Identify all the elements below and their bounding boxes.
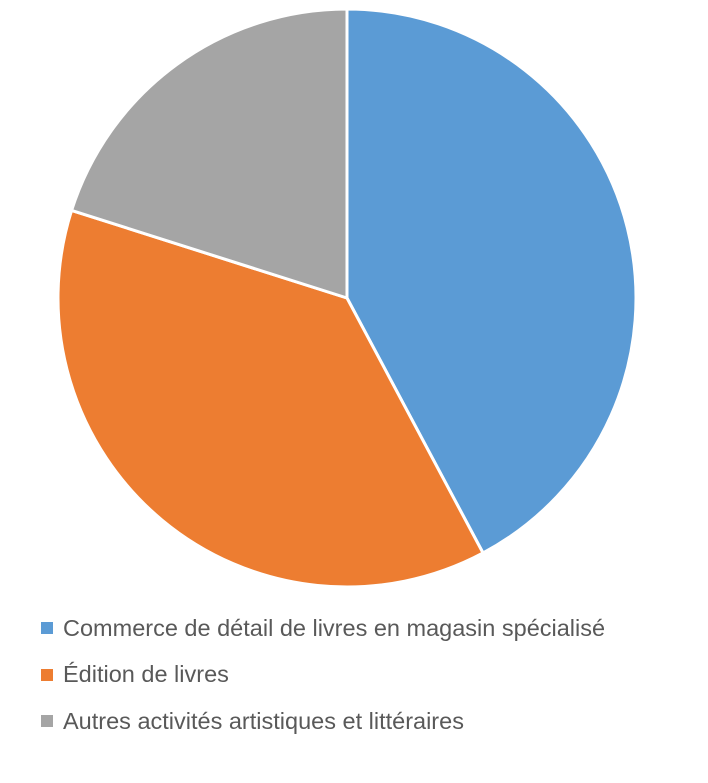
legend-swatch-autres [41,715,53,727]
pie-slices [56,7,638,589]
pie-slice-edition [56,208,485,589]
legend-item-edition: Édition de livres [41,659,605,691]
pie-slice-autres [70,7,349,300]
legend-label-edition: Édition de livres [63,661,229,687]
legend-swatch-edition [41,668,53,681]
legend-item-autres: Autres activités artistiques et littérai… [41,705,605,737]
legend: Commerce de détail de livres en magasin … [41,612,605,752]
legend-label-commerce: Commerce de détail de livres en magasin … [63,614,606,641]
pie-chart [56,7,638,589]
legend-swatch-commerce [41,622,53,634]
pie-slice-commerce [345,7,638,555]
legend-item-commerce: Commerce de détail de livres en magasin … [41,612,605,644]
legend-label-autres: Autres activités artistiques et littérai… [63,707,464,734]
